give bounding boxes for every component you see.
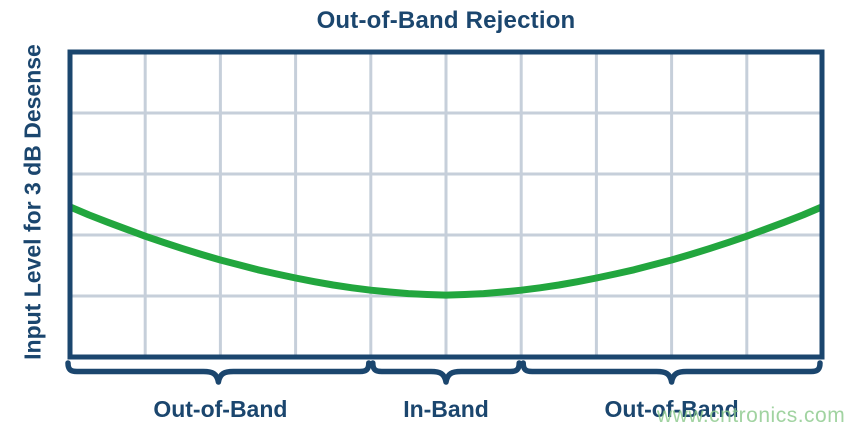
underbrace [370,360,522,385]
watermark-text: www.cntronics.com [657,404,844,427]
band-label-in-band: In-Band [403,396,489,422]
plot-border [67,49,825,360]
chart-title: Out-of-Band Rejection [316,7,576,34]
band-label-out-of-band-left: Out-of-Band [153,396,288,422]
band-label-out-of-band-right: Out-of-Band [604,396,739,422]
rejection-curve [72,204,820,299]
underbrace [65,360,372,385]
underbrace [520,360,823,385]
